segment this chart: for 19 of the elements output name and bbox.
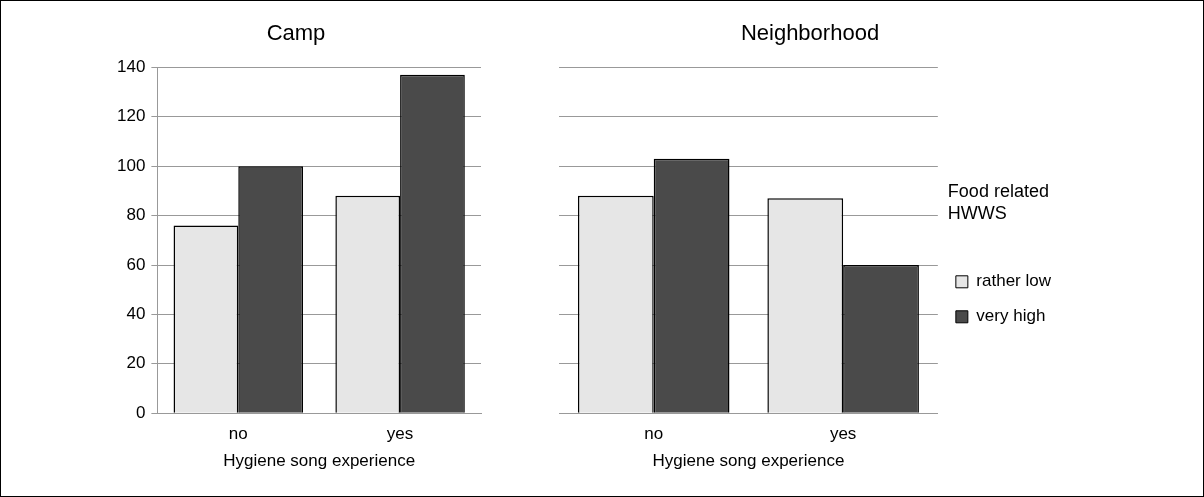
- y-tick-label: 20: [126, 353, 146, 373]
- legend-title: Food related HWWS: [947, 181, 1049, 224]
- x-axis-title: Hygiene song experience: [223, 451, 416, 471]
- y-tick-label: 140: [116, 57, 146, 77]
- x-tick-label: yes: [386, 424, 414, 444]
- x-tick-label: no: [228, 424, 248, 444]
- y-tick-label: 100: [116, 155, 146, 175]
- chart-title: Camp: [266, 20, 326, 46]
- x-tick-label: no: [644, 424, 664, 444]
- y-tick-label: 40: [126, 304, 146, 324]
- y-tick-label: 80: [126, 205, 146, 225]
- x-tick-label: yes: [829, 424, 857, 444]
- legend-label: very high: [976, 306, 1046, 326]
- legend-label: rather low: [976, 271, 1052, 291]
- x-axis-title: Hygiene song experience: [652, 451, 845, 471]
- y-tick-label: 60: [126, 254, 146, 274]
- y-tick-label: 0: [135, 402, 146, 422]
- chart-title: Neighborhood: [740, 20, 880, 46]
- y-tick-label: 120: [116, 106, 146, 126]
